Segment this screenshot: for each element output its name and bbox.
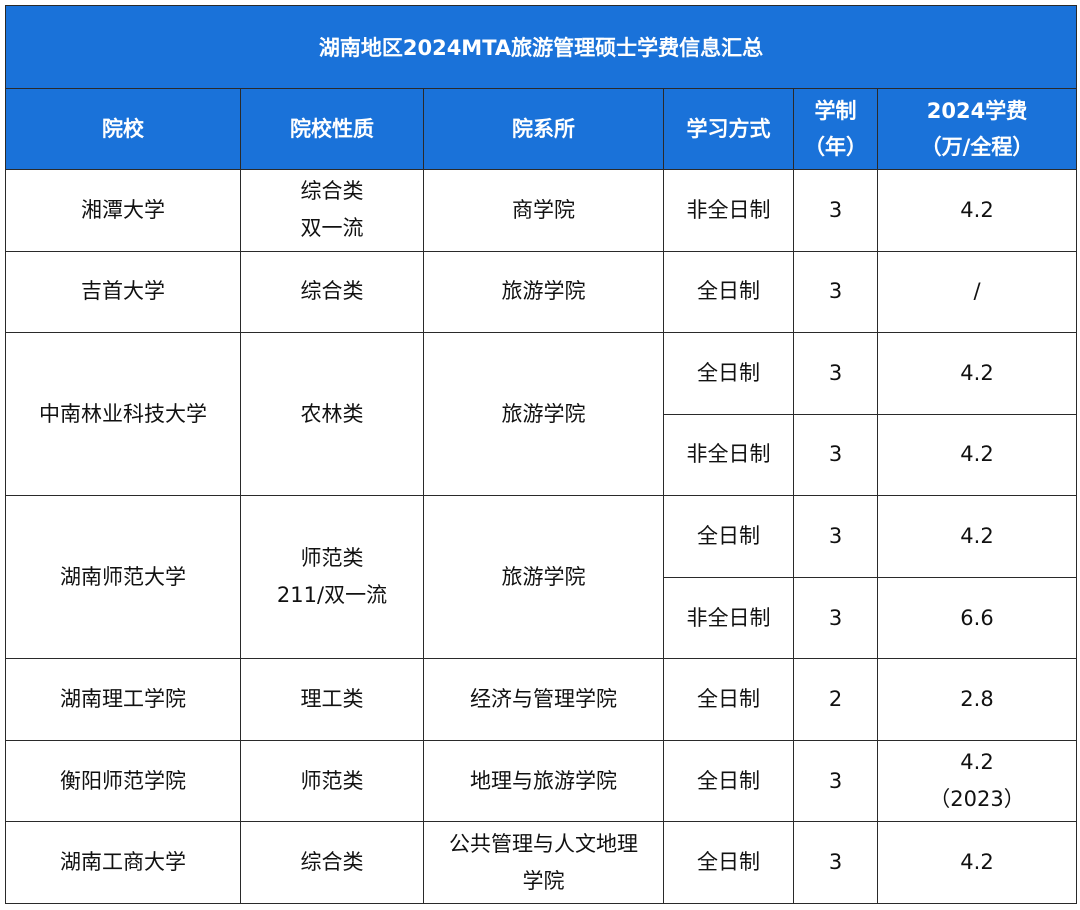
table-row: 衡阳师范学院 师范类 地理与旅游学院 全日制 3 4.2 （2023） (5, 739, 1078, 823)
tuition-table: 湖南地区2024MTA旅游管理硕士学费信息汇总 院校 院校性质 院系所 学习方式… (4, 5, 1078, 904)
cell-years: 3 (793, 739, 878, 823)
cell-nature: 理工类 (240, 658, 424, 741)
table-title: 湖南地区2024MTA旅游管理硕士学费信息汇总 (4, 5, 1078, 89)
cell-department: 经济与管理学院 (423, 658, 664, 741)
table-row: 中南林业科技大学 农林类 旅游学院 全日制 3 4.2 (5, 332, 1078, 497)
header-years-line2: （年） (804, 134, 867, 159)
cell-nature-line1: 师范类 (300, 546, 364, 571)
cell-nature-line2: 211/双一流 (276, 583, 388, 608)
cell-nature-line1: 综合类 (300, 179, 364, 204)
cell-school: 湖南工商大学 (5, 821, 241, 904)
cell-years: 2 (793, 658, 878, 741)
cell-nature: 综合类 (240, 250, 424, 334)
cell-school: 湘潭大学 (5, 169, 241, 252)
header-fee: 2024学费 （万/全程） (876, 87, 1078, 171)
cell-mode: 全日制 (663, 739, 794, 823)
table-row: 非全日制 3 4.2 (6, 413, 1078, 497)
cell-department-line2: 学院 (522, 868, 565, 893)
cell-years: 3 (793, 821, 878, 904)
header-school: 院校 (5, 87, 241, 171)
table-row: 湖南理工学院 理工类 经济与管理学院 全日制 2 2.8 (5, 658, 1078, 741)
cell-mode: 全日制 (663, 495, 794, 578)
cell-mode: 全日制 (663, 332, 794, 415)
cell-department-line1: 公共管理与人文地理 (449, 831, 638, 856)
cell-years: 3 (793, 576, 878, 660)
cell-department: 商学院 (423, 169, 664, 252)
cell-mode: 非全日制 (663, 169, 794, 252)
cell-nature: 师范类 211/双一流 (240, 495, 424, 660)
cell-mode: 全日制 (663, 658, 794, 741)
cell-nature: 农林类 (240, 332, 424, 497)
table-row: 非全日制 3 6.6 (6, 576, 1078, 660)
cell-mode: 全日制 (663, 821, 794, 904)
cell-school: 湖南理工学院 (5, 658, 241, 741)
header-years: 学制 （年） (793, 87, 878, 171)
cell-fee: 4.2 (876, 495, 1078, 578)
cell-department: 公共管理与人文地理 学院 (423, 821, 664, 904)
table-row: 吉首大学 综合类 旅游学院 全日制 3 / (5, 250, 1078, 334)
header-row: 院校 院校性质 院系所 学习方式 学制 （年） 2024学费 （万/全程） (5, 87, 1078, 171)
cell-school: 吉首大学 (5, 250, 241, 334)
table-row: 湖南师范大学 师范类 211/双一流 旅游学院 全日制 3 4.2 (5, 495, 1078, 660)
cell-years: 3 (793, 413, 878, 497)
cell-fee: 6.6 (876, 576, 1078, 660)
cell-nature: 综合类 双一流 (240, 169, 424, 252)
cell-nature: 师范类 (240, 739, 424, 823)
cell-school: 衡阳师范学院 (5, 739, 241, 823)
header-department: 院系所 (423, 87, 664, 171)
table-row: 湘潭大学 综合类 双一流 商学院 非全日制 3 4.2 (5, 169, 1078, 252)
header-fee-line2: （万/全程） (920, 134, 1034, 159)
cell-mode: 非全日制 (663, 576, 794, 660)
cell-nature: 综合类 (240, 821, 424, 904)
cell-years: 3 (793, 250, 878, 334)
table-row: 湖南工商大学 综合类 公共管理与人文地理 学院 全日制 3 4.2 (5, 821, 1078, 904)
cell-school: 中南林业科技大学 (5, 332, 241, 497)
header-fee-line1: 2024学费 (926, 98, 1028, 123)
cell-years: 3 (793, 495, 878, 578)
cell-years: 3 (793, 169, 878, 252)
cell-department: 地理与旅游学院 (423, 739, 664, 823)
cell-department: 旅游学院 (423, 332, 664, 497)
cell-mode: 非全日制 (663, 413, 794, 497)
cell-department: 旅游学院 (423, 495, 664, 660)
cell-fee-line1: 4.2 (960, 750, 994, 775)
cell-fee: 4.2 (876, 413, 1078, 497)
cell-fee-line2: （2023） (929, 787, 1025, 812)
cell-fee: 4.2 （2023） (876, 739, 1078, 823)
header-years-line1: 学制 (814, 98, 857, 123)
cell-years: 3 (793, 332, 878, 415)
header-nature: 院校性质 (240, 87, 424, 171)
cell-school: 湖南师范大学 (5, 495, 241, 660)
cell-fee: 4.2 (876, 332, 1078, 415)
cell-department: 旅游学院 (423, 250, 664, 334)
cell-fee: 4.2 (876, 821, 1078, 904)
cell-fee: / (876, 250, 1078, 334)
header-mode: 学习方式 (663, 87, 794, 171)
cell-mode: 全日制 (663, 250, 794, 334)
cell-nature-line2: 双一流 (300, 216, 364, 241)
cell-fee: 4.2 (876, 169, 1078, 252)
cell-fee: 2.8 (876, 658, 1078, 741)
